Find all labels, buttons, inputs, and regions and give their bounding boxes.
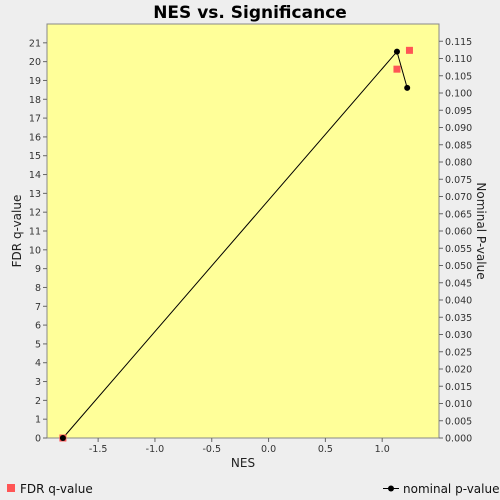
y-right-tick-label: 0.035 [445, 313, 472, 324]
pvalue-point [59, 435, 66, 441]
y-left-tick-label: 5 [35, 339, 41, 350]
fdr-point [393, 65, 401, 73]
y-left-tick-label: 10 [29, 245, 41, 256]
y-right-tick-label: 0.050 [445, 261, 472, 272]
y-right-tick-label: 0.085 [445, 140, 472, 151]
y-right-tick-label: 0.055 [445, 244, 472, 255]
y-axis-right: 0.000 0.005 0.010 0.015 0.020 0.025 0.030 0.035… [439, 37, 472, 445]
y-left-tick-label: 11 [29, 227, 41, 238]
y-right-tick-label: 0.005 [445, 416, 472, 427]
y-left-tick-label: 6 [35, 321, 41, 332]
y-left-tick-label: 3 [35, 377, 41, 388]
y-left-tick-label: 12 [29, 208, 41, 219]
y-right-tick-label: 0.015 [445, 382, 472, 393]
y-right-tick-label: 0.000 [445, 434, 472, 445]
y-right-tick-label: 0.030 [445, 330, 472, 341]
y-right-tick-label: 0.090 [445, 123, 472, 134]
y-right-tick-label: 0.100 [445, 89, 472, 100]
x-axis-title: NES [231, 456, 255, 470]
y-left-tick-label: 14 [29, 170, 41, 181]
y-right-tick-label: 0.040 [445, 296, 472, 307]
y-right-tick-label: 0.025 [445, 347, 472, 358]
x-tick-label: 0.5 [318, 444, 333, 455]
y-right-tick-label: 0.010 [445, 399, 472, 410]
y-right-tick-label: 0.110 [445, 54, 472, 65]
y-right-tick-label: 0.060 [445, 227, 472, 238]
x-tick-label: -1.0 [146, 444, 165, 455]
y-left-tick-label: 9 [35, 264, 41, 275]
y-right-tick-label: 0.020 [445, 365, 472, 376]
x-tick-label: 1.0 [375, 444, 390, 455]
y-left-tick-label: 4 [35, 358, 41, 369]
y-left-tick-label: 8 [35, 283, 41, 294]
y-left-tick-label: 21 [29, 38, 41, 49]
pvalue-point [393, 48, 400, 55]
y-left-tick-label: 2 [35, 396, 41, 407]
y-right-tick-label: 0.080 [445, 158, 472, 169]
legend-label-pvalue: nominal p-value [403, 482, 499, 496]
chart-title: NES vs. Significance [153, 3, 347, 23]
plot-area [46, 23, 440, 439]
y-right-tick-label: 0.105 [445, 71, 472, 82]
y-left-tick-label: 18 [29, 95, 41, 106]
y-right-tick-label: 0.075 [445, 175, 472, 186]
y-left-tick-label: 0 [35, 434, 41, 445]
y-left-tick-label: 7 [35, 302, 41, 313]
y-left-tick-label: 16 [29, 132, 41, 143]
y-right-tick-label: 0.045 [445, 278, 472, 289]
y-left-tick-label: 20 [29, 57, 41, 68]
x-axis: -1.5 -1.0 -0.5 0.0 0.5 1.0 [89, 438, 390, 455]
y-left-tick-label: 19 [29, 76, 41, 87]
y-left-tick-label: 17 [29, 114, 41, 125]
pvalue-point [404, 84, 411, 91]
legend-label-fdr: FDR q-value [20, 482, 93, 496]
x-tick-label: 0.0 [261, 444, 276, 455]
legend: FDR q-value nominal p-value [7, 482, 499, 496]
y-axis-right-title: Nominal P-value [474, 182, 488, 279]
y-left-tick-label: 15 [29, 151, 41, 162]
y-right-tick-label: 0.065 [445, 209, 472, 220]
y-right-tick-label: 0.070 [445, 192, 472, 203]
y-left-tick-label: 1 [35, 415, 41, 426]
fdr-point [405, 46, 413, 54]
x-tick-label: -1.5 [89, 444, 108, 455]
y-left-tick-label: 13 [29, 189, 41, 200]
y-right-tick-label: 0.095 [445, 106, 472, 117]
legend-marker-fdr [7, 484, 15, 492]
legend-marker-pvalue [388, 485, 394, 492]
y-axis-left-title: FDR q-value [10, 195, 24, 268]
x-tick-label: -0.5 [202, 444, 221, 455]
y-right-tick-label: 0.115 [445, 37, 472, 48]
series-layer [59, 46, 413, 442]
